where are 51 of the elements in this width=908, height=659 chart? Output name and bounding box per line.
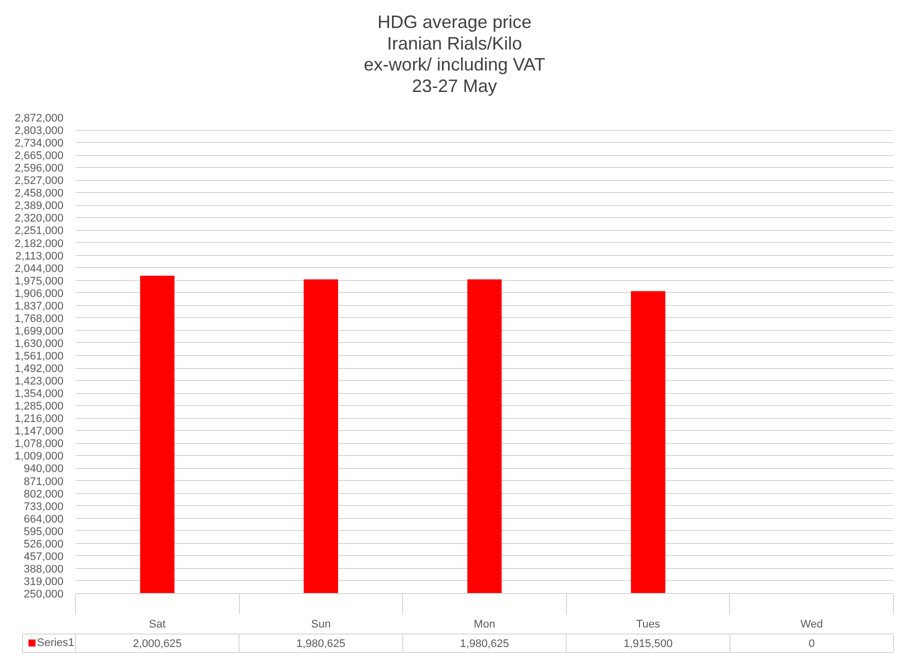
y-tick-label: 1,975,000 [14, 275, 64, 288]
y-tick-label: 1,561,000 [14, 350, 64, 362]
y-tick-label: 1,423,000 [14, 376, 64, 388]
data-label: 1,980,625 [460, 638, 509, 650]
y-tick-label: 319,000 [24, 576, 64, 588]
y-tick-label: 2,389,000 [14, 200, 64, 212]
y-tick-label: 940,000 [24, 463, 64, 476]
y-tick-label: 1,630,000 [14, 338, 64, 350]
y-tick-label: 388,000 [24, 563, 64, 576]
data-label: 1,980,625 [296, 638, 346, 650]
x-tick-label: Sun [311, 618, 331, 630]
y-tick-label: 1,147,000 [14, 426, 64, 438]
y-tick-label: 2,803,000 [14, 125, 64, 138]
y-tick-label: 2,872,000 [14, 112, 64, 124]
y-tick-label: 1,699,000 [14, 325, 64, 338]
y-tick-label: 2,458,000 [14, 188, 64, 200]
y-tick-label: 2,320,000 [14, 212, 64, 225]
legend-label: Series1 [37, 637, 74, 649]
y-tick-label: 457,000 [24, 550, 64, 563]
y-tick-label: 2,182,000 [14, 238, 64, 250]
y-tick-label: 1,906,000 [14, 288, 64, 300]
y-tick-label: 2,734,000 [14, 138, 64, 150]
y-tick-label: 1,837,000 [14, 300, 64, 312]
y-tick-label: 2,113,000 [15, 250, 64, 262]
y-tick-label: 733,000 [24, 500, 64, 513]
x-tick-label: Tues [636, 618, 661, 630]
text: 0 [808, 638, 815, 650]
y-tick-label: 802,000 [24, 488, 64, 500]
y-tick-label: 250,000 [24, 588, 64, 600]
x-tick-label: Mon [474, 618, 496, 630]
y-tick-label: 2,527,000 [14, 175, 64, 188]
y-tick-label: 1,009,000 [14, 450, 64, 463]
y-tick-label: 2,665,000 [14, 150, 64, 162]
chart-title: HDG average price Iranian Rials/Kilo ex-work/ including VAT 23-27 May [364, 12, 546, 96]
y-tick-label: 1,492,000 [14, 363, 64, 376]
x-tick-label: Wed [800, 618, 823, 630]
y-tick-label: 526,000 [24, 538, 64, 550]
y-tick-label: 2,251,000 [14, 225, 64, 238]
data-label: 2,000,625 [132, 638, 182, 650]
y-tick-label: 1,354,000 [14, 388, 64, 400]
y-tick-label: 664,000 [24, 513, 64, 526]
y-tick-label: 2,596,000 [14, 162, 64, 175]
y-tick-label: 871,000 [24, 476, 64, 488]
y-tick-label: 2,044,000 [14, 262, 64, 275]
y-tick-label: 1,285,000 [14, 400, 64, 413]
x-tick-label: Sat [149, 618, 166, 630]
y-tick-label: 1,078,000 [14, 438, 64, 450]
y-tick-label: 1,216,000 [14, 413, 64, 426]
data-label: 1,915,500 [624, 638, 673, 650]
y-tick-label: 595,000 [24, 526, 64, 538]
y-tick-label: 1,768,000 [14, 312, 64, 325]
